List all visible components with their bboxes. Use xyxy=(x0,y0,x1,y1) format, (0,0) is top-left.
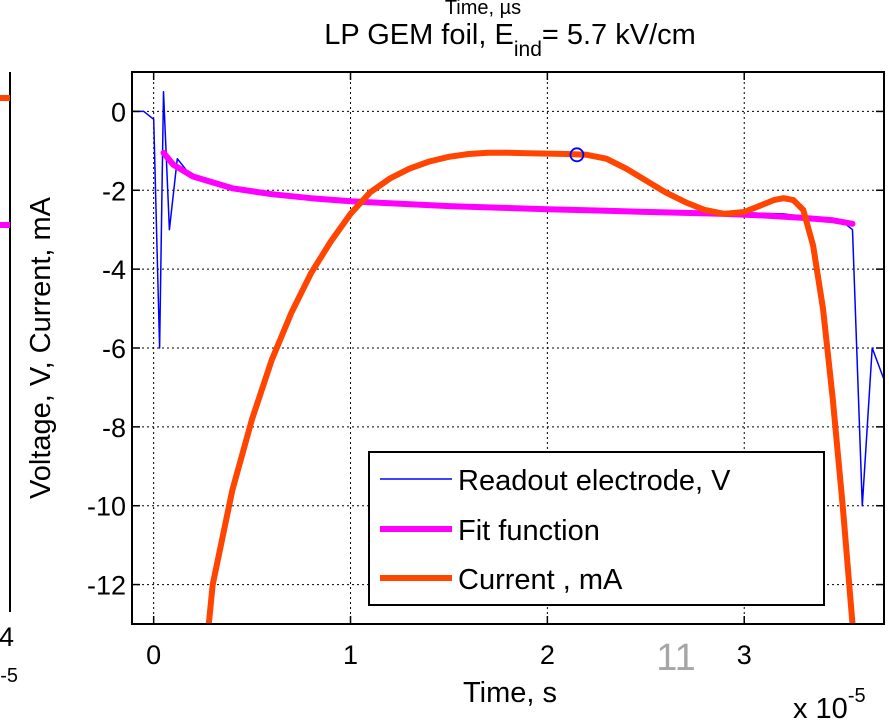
x-tick-label: 2 xyxy=(540,640,555,670)
data-marker-circle xyxy=(569,147,585,163)
left-clipped-panel: 4 -5 xyxy=(0,72,18,687)
x-axis-multiplier-exp: -5 xyxy=(848,685,866,707)
y-tick-label: -4 xyxy=(102,255,126,285)
x-tick-label: 1 xyxy=(343,640,358,670)
x-axis-multiplier: x 10-5 xyxy=(793,685,866,720)
x-axis-multiplier-base: x 10 xyxy=(793,693,848,720)
chart-title-sub: ind xyxy=(514,38,542,61)
legend: Readout electrode, V Fit function Curren… xyxy=(368,451,825,606)
chart-title-main: LP GEM foil, E xyxy=(324,19,514,51)
series-fit-line xyxy=(160,149,856,227)
axis-ticks xyxy=(132,72,884,624)
left-panel-exp-label: -5 xyxy=(0,665,18,687)
y-axis-title: Voltage, V, Current, mA xyxy=(25,196,57,499)
legend-label-current: Current , mA xyxy=(458,564,623,596)
slide-number: 11 xyxy=(656,637,695,679)
y-tick-label: -2 xyxy=(102,176,126,206)
left-panel-tick-label: 4 xyxy=(0,622,14,652)
chart-title: LP GEM foil, Eind= 5.7 kV/cm xyxy=(324,19,696,61)
x-tick-label: 3 xyxy=(737,640,752,670)
y-tick-label: 0 xyxy=(111,97,126,127)
series-layer xyxy=(132,90,884,624)
clipped-top-label: Time, µs xyxy=(445,0,521,19)
chart-title-rest: = 5.7 kV/cm xyxy=(542,19,696,51)
legend-label-readout: Readout electrode, V xyxy=(458,465,731,497)
legend-label-fit: Fit function xyxy=(458,515,600,547)
y-tick-label: -6 xyxy=(102,334,126,364)
y-tick-label: -12 xyxy=(87,571,126,601)
x-axis-title: Time, s xyxy=(463,677,557,709)
series-current-line xyxy=(205,149,856,624)
y-tick-label: -10 xyxy=(87,492,126,522)
y-tick-label: -8 xyxy=(102,413,126,443)
x-tick-label: 0 xyxy=(146,640,161,670)
